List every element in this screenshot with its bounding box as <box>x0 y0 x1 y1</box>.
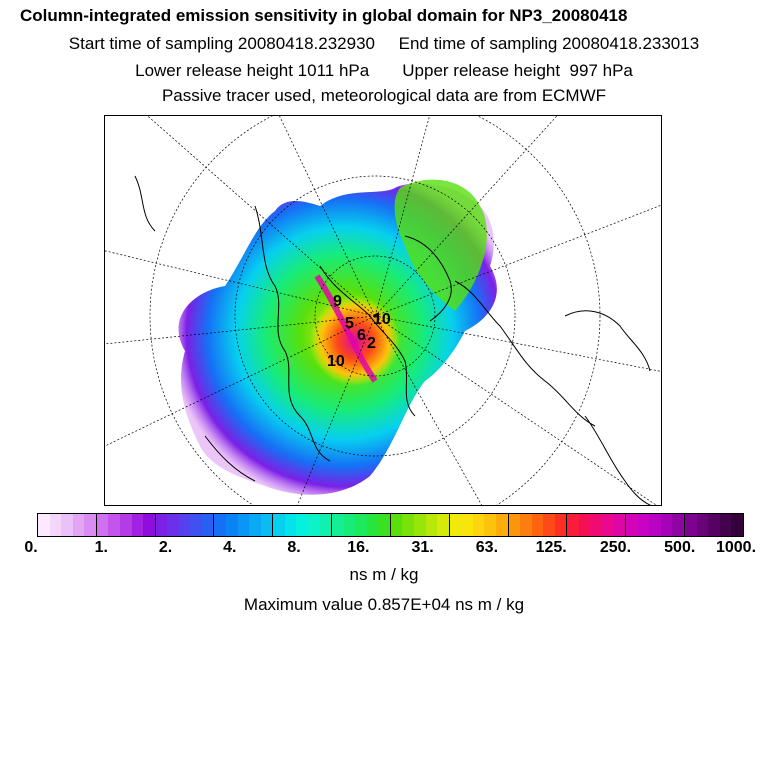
colorbar-tick-label: 4. <box>223 539 237 556</box>
colorbar-swatch <box>495 514 509 536</box>
map-canvas: 9 5 10 6 2 10 <box>105 116 661 505</box>
release-label: 6 <box>357 327 366 344</box>
colorbar-swatch <box>108 514 120 536</box>
maximum-value-line: Maximum value 0.857E+04 ns m / kg <box>243 595 525 614</box>
colorbar-swatch <box>684 514 697 536</box>
meridians <box>105 116 661 505</box>
colorbar-tick-label: 500. <box>664 539 696 556</box>
colorbar-swatch <box>296 514 308 536</box>
colorbar-swatch <box>672 514 685 536</box>
colorbar-swatch <box>719 514 732 536</box>
colorbar-swatch <box>508 514 521 536</box>
colorbar-swatch <box>49 514 62 536</box>
colorbar-swatch <box>731 514 743 536</box>
colorbar-swatch <box>484 514 496 536</box>
colorbar-swatch <box>343 514 356 536</box>
colorbar-swatch <box>155 514 168 536</box>
colorbar-swatch <box>626 514 638 536</box>
colorbar-swatch <box>260 514 274 536</box>
colorbar-swatch <box>590 514 602 536</box>
plot-title: Column-integrated emission sensitivity i… <box>20 6 628 25</box>
colorbar-swatch <box>332 514 344 536</box>
colorbar-swatch <box>307 514 320 536</box>
colorbar-swatch <box>355 514 367 536</box>
colorbar-swatch <box>366 514 379 536</box>
colorbar-tick-labels: 0. 1. 2. 4. 8. 16. 31. 63. 125. 250. 500. 1000. <box>0 539 768 559</box>
colorbar-tick-label: 0. <box>24 539 38 556</box>
colorbar-swatch <box>708 514 720 536</box>
colorbar-tick-label: 2. <box>158 539 173 556</box>
colorbar-swatch <box>696 514 709 536</box>
colorbar-swatch <box>613 514 627 536</box>
colorbar-swatch <box>167 514 179 536</box>
colorbar-swatch <box>273 514 285 536</box>
release-label: 5 <box>345 315 354 332</box>
colorbar-tick-label: 8. <box>287 539 301 556</box>
colorbar-swatch <box>237 514 250 536</box>
colorbar-swatch <box>61 514 73 536</box>
colorbar-swatch <box>378 514 391 536</box>
tracer-info-line: Passive tracer used, meteorological data… <box>161 86 607 105</box>
colorbar-tick-label: 16. <box>347 539 370 556</box>
latitude-circles <box>149 116 601 505</box>
colorbar-units: ns m / kg <box>349 565 419 584</box>
colorbar-swatch <box>214 514 226 536</box>
colorbar-swatch <box>131 514 144 536</box>
colorbar-swatch <box>201 514 215 536</box>
colorbar-swatch <box>461 514 473 536</box>
colorbar <box>37 513 744 537</box>
colorbar-swatch <box>414 514 426 536</box>
colorbar-swatch <box>449 514 462 536</box>
colorbar-swatch <box>390 514 403 536</box>
emission-sensitivity-map: 9 5 10 6 2 10 <box>104 115 662 506</box>
colorbar-swatch <box>226 514 238 536</box>
release-height-line: Lower release height 1011 hPa Upper rele… <box>135 61 633 80</box>
colorbar-swatch <box>637 514 650 536</box>
colorbar-swatch <box>520 514 532 536</box>
colorbar-swatch <box>425 514 438 536</box>
release-label: 2 <box>367 335 376 352</box>
colorbar-swatch <box>72 514 85 536</box>
sampling-time-line: Start time of sampling 20080418.232930 E… <box>68 34 700 53</box>
colorbar-tick-label: 31. <box>411 539 434 556</box>
colorbar-swatch <box>96 514 109 536</box>
colorbar-swatch <box>284 514 297 536</box>
colorbar-swatch <box>190 514 202 536</box>
release-label: 10 <box>373 311 391 328</box>
release-label: 9 <box>333 293 342 310</box>
colorbar-swatch <box>143 514 156 536</box>
colorbar-swatch <box>249 514 261 536</box>
colorbar-tick-label: 63. <box>475 539 499 556</box>
colorbar-swatch <box>119 514 132 536</box>
colorbar-swatch <box>578 514 591 536</box>
colorbar-swatch <box>84 514 97 536</box>
colorbar-tick-label: 250. <box>599 539 632 556</box>
colorbar-swatch <box>567 514 579 536</box>
colorbar-swatch <box>437 514 450 536</box>
colorbar-swatch <box>543 514 555 536</box>
colorbar-tick-label: 125. <box>535 539 567 556</box>
release-label: 10 <box>327 353 345 370</box>
colorbar-tick-label: 1. <box>94 539 108 556</box>
colorbar-swatch <box>178 514 191 536</box>
release-point-labels: 9 5 10 6 2 10 <box>327 293 391 370</box>
colorbar-swatch <box>554 514 568 536</box>
sensitivity-plume <box>314 274 378 383</box>
colorbar-swatch <box>649 514 661 536</box>
colorbar-swatch <box>472 514 485 536</box>
colorbar-swatch <box>319 514 333 536</box>
colorbar-swatch <box>531 514 544 536</box>
colorbar-swatch <box>402 514 414 536</box>
coastlines <box>134 175 652 505</box>
colorbar-tick-label: 1000. <box>715 539 757 556</box>
sensitivity-lobe <box>394 179 487 311</box>
colorbar-swatch <box>602 514 614 536</box>
colorbar-swatch <box>660 514 673 536</box>
colorbar-swatch <box>38 514 50 536</box>
